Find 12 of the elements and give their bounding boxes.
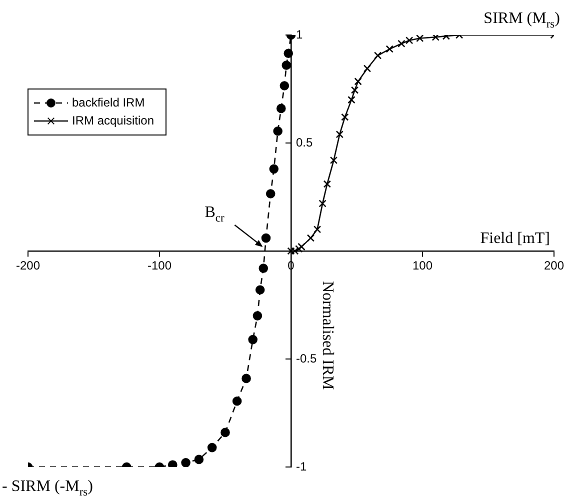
x-tick-label: 100	[412, 258, 433, 273]
y-axis-title: Normalised IRM	[318, 281, 336, 390]
x-tick-label: -200	[16, 258, 40, 273]
x-tick-label: -100	[147, 258, 172, 273]
legend-label: backfield IRM	[72, 95, 145, 110]
y-tick-label: -1	[296, 459, 307, 474]
x-axis-title: Field [mT]	[480, 230, 550, 247]
x-tick-label: 200	[544, 258, 564, 273]
legend-label: IRM acquisition	[72, 113, 154, 128]
y-tick-label: 1	[296, 27, 303, 42]
y-tick-label: -0.5	[296, 351, 317, 366]
y-tick-label: 0.5	[296, 135, 313, 150]
